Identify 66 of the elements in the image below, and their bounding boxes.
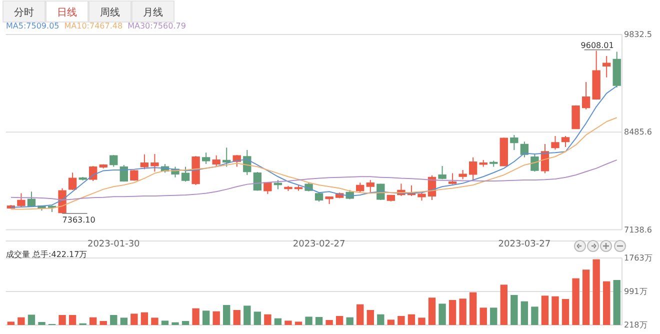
y-tick-label: 1763万 xyxy=(624,254,652,263)
line-series xyxy=(10,117,618,210)
candlestick xyxy=(592,50,600,100)
y-tick-label: 9832.5 xyxy=(624,30,652,40)
y-tick-label: 7138.6 xyxy=(624,225,652,234)
candlestick xyxy=(130,169,138,182)
text: 月线 xyxy=(143,6,163,18)
annotation: 7363.10 xyxy=(62,215,96,224)
candlestick xyxy=(490,160,498,168)
candlestick xyxy=(78,176,87,181)
candlestick xyxy=(89,165,98,182)
candlestick xyxy=(582,82,590,110)
text: 周线 xyxy=(100,6,120,18)
y-tick-label: 8485.6 xyxy=(624,128,652,137)
candlestick xyxy=(510,134,518,150)
x-tick-label: 2023-02-27 xyxy=(292,240,346,250)
text: MA5:7509.05 xyxy=(6,22,60,30)
line-series xyxy=(10,159,618,200)
candlestick xyxy=(181,166,190,182)
candlestick xyxy=(366,179,374,192)
annotation: 成交量 总手:422.17万 xyxy=(6,250,88,259)
x-tick-label: 2023-01-30 xyxy=(87,240,140,250)
candlestick xyxy=(500,137,508,166)
x-tick-label: 2023-03-27 xyxy=(498,240,551,250)
candlestick xyxy=(120,164,128,182)
candlestick xyxy=(572,104,580,130)
candlestick xyxy=(438,165,446,180)
candlestick xyxy=(140,154,149,170)
line-series xyxy=(10,85,618,208)
candlestick xyxy=(530,154,539,172)
candlestick xyxy=(356,182,364,192)
candlestick xyxy=(418,192,426,202)
candlestick xyxy=(264,181,272,195)
candlestick xyxy=(325,196,334,205)
candlestick xyxy=(192,155,200,186)
candlestick xyxy=(386,194,396,202)
candlestick xyxy=(479,160,488,168)
candlestick xyxy=(212,154,220,168)
text: MA10:7467.48 xyxy=(64,22,123,30)
candlestick xyxy=(561,135,570,148)
candlestick xyxy=(458,169,467,180)
candlestick xyxy=(284,185,292,192)
candlestick xyxy=(222,147,231,168)
candlestick xyxy=(150,154,159,172)
text: MA30:7560.79 xyxy=(128,22,186,30)
candlestick xyxy=(540,144,550,174)
text: 日线 xyxy=(57,6,77,18)
candlestick xyxy=(17,192,26,208)
candlestick xyxy=(551,135,560,150)
candlestick xyxy=(294,184,303,192)
candlestick xyxy=(99,164,108,169)
annotation: 9608.01 xyxy=(580,40,614,50)
y-tick-label: 991万 xyxy=(624,287,648,296)
candlestick xyxy=(520,141,529,158)
y-tick-label: 218万 xyxy=(624,320,648,330)
candlestick xyxy=(202,152,210,165)
candlestick xyxy=(27,191,36,208)
candlestick xyxy=(468,156,478,180)
candlestick xyxy=(602,55,611,78)
candlestick xyxy=(314,192,324,202)
candlestick xyxy=(274,179,282,190)
candlestick xyxy=(253,171,262,192)
text: 分时 xyxy=(14,6,34,18)
candlestick xyxy=(612,51,621,88)
candlestick xyxy=(68,172,77,190)
candlestick xyxy=(110,154,118,168)
